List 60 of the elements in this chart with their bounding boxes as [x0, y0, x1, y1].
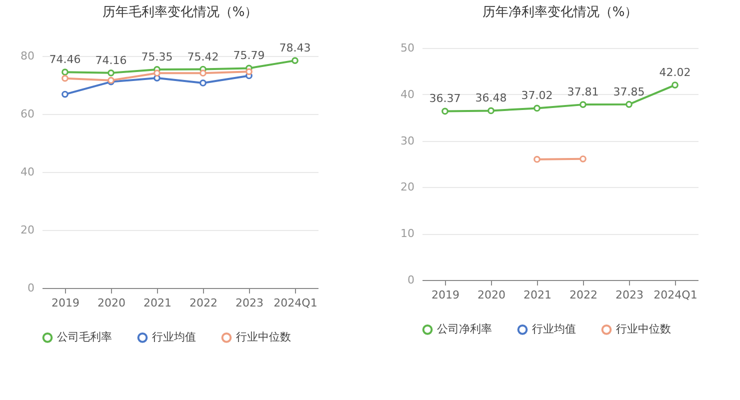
- legend-label: 行业中位数: [236, 330, 291, 344]
- y-tick-label: 30: [400, 134, 414, 148]
- y-tick-label: 50: [400, 42, 414, 54]
- point: [62, 68, 68, 76]
- x-tick-label: 2020: [98, 296, 126, 310]
- legend-label: 公司净利率: [437, 322, 492, 336]
- point: [246, 68, 252, 76]
- x-tick-label: 2020: [478, 288, 506, 302]
- data-label: 75.79: [233, 49, 265, 62]
- data-label: 75.35: [141, 50, 173, 64]
- legend-label: 行业均值: [152, 330, 196, 344]
- data-label: 37.81: [567, 86, 599, 99]
- x-tick-label: 2024Q1: [274, 296, 318, 310]
- chart-title: 历年毛利率变化情况（%）: [102, 4, 258, 20]
- x-tick-label: 2023: [236, 296, 264, 310]
- data-label: 36.37: [429, 92, 461, 106]
- data-label: 42.02: [659, 66, 691, 80]
- point: [200, 80, 206, 86]
- x-tick-label: 2023: [616, 288, 644, 302]
- y-tick-label: 0: [408, 274, 414, 286]
- x-tick-label: 2024Q1: [654, 288, 698, 302]
- x-tick-label: 2022: [570, 288, 598, 302]
- data-label: 74.46: [49, 53, 81, 66]
- data-label: 37.02: [521, 89, 553, 102]
- point: [108, 69, 114, 76]
- point: [154, 70, 160, 77]
- legend-label: 行业中位数: [616, 322, 671, 336]
- y-tick-label: 40: [20, 166, 34, 178]
- y-tick-label: 20: [400, 180, 414, 194]
- legend-label: 公司毛利率: [57, 330, 112, 344]
- point: [626, 100, 632, 108]
- point: [534, 156, 540, 163]
- point: [534, 104, 540, 112]
- x-tick-label: 2021: [144, 296, 172, 310]
- x-tick-label: 2022: [190, 296, 218, 310]
- y-tick-label: 40: [400, 88, 414, 101]
- data-label: 74.16: [95, 54, 127, 67]
- data-label: 36.48: [475, 92, 507, 105]
- y-tick-label: 20: [20, 224, 34, 236]
- x-tick-label: 2021: [524, 288, 552, 302]
- data-label: 75.42: [187, 50, 219, 64]
- point: [442, 108, 448, 115]
- x-tick-label: 2019: [52, 296, 80, 310]
- point: [580, 101, 586, 108]
- data-label: 78.43: [279, 42, 311, 55]
- point: [672, 82, 678, 88]
- point: [62, 74, 68, 82]
- point: [488, 107, 494, 114]
- point: [580, 155, 586, 162]
- y-tick-label: 60: [20, 108, 34, 120]
- point: [200, 70, 206, 77]
- y-tick-label: 0: [28, 282, 34, 294]
- y-tick-label: 10: [400, 227, 414, 240]
- chart-title: 历年净利率变化情况（%）: [482, 4, 638, 20]
- point: [292, 57, 298, 64]
- data-label: 37.85: [613, 85, 645, 98]
- y-tick-label: 80: [20, 50, 34, 62]
- point: [62, 90, 68, 98]
- x-tick-label: 2019: [432, 288, 460, 302]
- legend-label: 行业均值: [532, 322, 576, 336]
